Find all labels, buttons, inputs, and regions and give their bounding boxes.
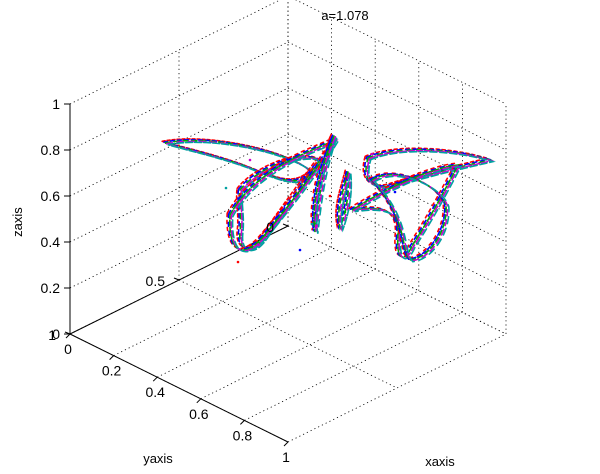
trajectory-trace (238, 156, 322, 250)
grid-line (69, 133, 289, 243)
chart-title: a=1.078 (321, 8, 368, 23)
x-tick (65, 333, 71, 339)
x-tick-label: 0 (64, 341, 72, 357)
z-tick-label: 1 (52, 96, 60, 112)
x-axis-line (69, 333, 289, 443)
x-axis-label: xaxis (425, 454, 455, 469)
grid-line (287, 133, 507, 243)
trajectory-trace (231, 139, 340, 253)
trajectory-trace (167, 141, 316, 184)
grid-line (287, 225, 507, 335)
trajectory-trace (235, 154, 319, 248)
grid-line (200, 290, 419, 400)
x-tick (283, 441, 289, 447)
data-point (224, 186, 228, 190)
x-tick (109, 355, 114, 360)
trajectory-trace (354, 165, 463, 260)
trajectory-trace (340, 173, 353, 233)
x-tick (152, 376, 158, 382)
y-tick (282, 223, 289, 227)
trajectory-trace (316, 137, 338, 234)
grid (69, 0, 507, 443)
grid-line (69, 87, 289, 197)
trajectory-trace (314, 136, 337, 233)
data-point (393, 190, 397, 194)
y-tick-label: 0 (266, 219, 274, 235)
trajectory-trace (336, 170, 348, 231)
x-tick-label: 0.8 (233, 427, 253, 443)
y-tick-label: 0.5 (146, 273, 166, 289)
y-axis-label: yaxis (143, 451, 173, 466)
trajectory-trace (373, 175, 450, 263)
z-tick-label: 0.8 (41, 142, 61, 158)
data-point (418, 231, 422, 235)
grid-line (287, 87, 507, 197)
x-tick (240, 420, 245, 425)
z-tick-label: 0.4 (41, 234, 61, 250)
data-point (343, 210, 347, 214)
data-point (298, 248, 302, 252)
trajectory-trace (350, 163, 459, 257)
trajectory-trace (351, 164, 460, 258)
data-point (310, 222, 314, 226)
plot-data (161, 133, 496, 264)
data-point (248, 158, 252, 162)
trajectory-trace (313, 135, 335, 233)
grid-line (287, 179, 507, 289)
grid-line (295, 0, 507, 105)
trajectory-trace (352, 164, 461, 259)
x-tick (196, 398, 202, 404)
z-tick-label: 0 (52, 326, 60, 342)
grid-line (178, 279, 398, 389)
grid-line (69, 179, 289, 289)
axes-box (69, 104, 289, 443)
grid-line (157, 268, 376, 378)
z-tick-label: 0.6 (41, 188, 61, 204)
grid-line (69, 41, 289, 151)
trajectory-trace (339, 172, 351, 232)
grid-line (287, 333, 507, 443)
x-tick-label: 0.6 (189, 406, 209, 422)
y-tick (173, 277, 180, 281)
trajectory-trace (337, 171, 350, 231)
grid-line (244, 312, 463, 421)
y-tick-label: 1 (48, 327, 56, 343)
grid-line (69, 0, 281, 105)
z-tick-label: 0.2 (41, 280, 61, 296)
data-point (236, 260, 240, 264)
x-tick-label: 0.2 (102, 363, 122, 379)
grid-line (113, 247, 332, 356)
x-tick-label: 1 (282, 449, 290, 465)
z-axis-label: zaxis (10, 207, 25, 237)
data-point (328, 194, 332, 198)
x-tick-label: 0.4 (145, 384, 165, 400)
grid-line (287, 41, 507, 151)
trajectory-trace (348, 162, 457, 256)
data-point (370, 152, 374, 156)
